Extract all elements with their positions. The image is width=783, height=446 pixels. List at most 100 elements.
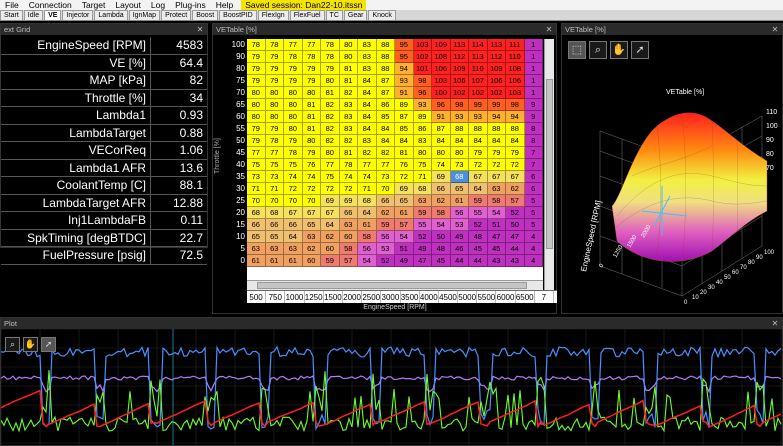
ve-table-cell[interactable]: 49 bbox=[450, 231, 469, 243]
ve-table-cell[interactable]: 57 bbox=[506, 195, 525, 207]
ve-table-cell[interactable]: 103 bbox=[506, 87, 525, 99]
ve-table-cell[interactable]: 7 bbox=[524, 147, 543, 159]
ve-table-cell[interactable]: 110 bbox=[506, 51, 525, 63]
ve-table-cell[interactable]: 54 bbox=[395, 231, 414, 243]
ve-table-cell[interactable]: 1 bbox=[524, 75, 543, 87]
ve-table-cell[interactable]: 75 bbox=[321, 171, 340, 183]
ve-table-cell[interactable]: 84 bbox=[376, 135, 395, 147]
ve-table-cell[interactable]: 70 bbox=[247, 195, 266, 207]
ve-table-cell[interactable]: 56 bbox=[450, 207, 469, 219]
ve-table-cell[interactable]: 83 bbox=[358, 135, 377, 147]
ve-table-cell[interactable]: 73 bbox=[265, 171, 284, 183]
ve-table-cell[interactable]: 62 bbox=[376, 207, 395, 219]
ve-table-cell[interactable]: 45 bbox=[432, 255, 451, 267]
ve-table-cell[interactable]: 68 bbox=[265, 207, 284, 219]
menu-item-log[interactable]: Log bbox=[150, 0, 166, 10]
ve-table-cell[interactable]: 8 bbox=[524, 123, 543, 135]
ve-table-cell[interactable]: 69 bbox=[321, 195, 340, 207]
ve-table-cell[interactable]: 94 bbox=[487, 111, 506, 123]
ve-table-cell[interactable]: 110 bbox=[469, 63, 488, 75]
ve-table-cell[interactable]: 79 bbox=[302, 147, 321, 159]
ve-table-cell[interactable]: 59 bbox=[413, 207, 432, 219]
ve-table-cell[interactable]: 68 bbox=[413, 183, 432, 195]
ve-table-cell[interactable]: 62 bbox=[321, 231, 340, 243]
ve-table-cell[interactable]: 44 bbox=[506, 243, 525, 255]
ve-table-cell[interactable]: 80 bbox=[247, 87, 266, 99]
ve-table-cell[interactable]: 52 bbox=[469, 219, 488, 231]
ve-table-cell[interactable]: 102 bbox=[450, 87, 469, 99]
ve-table-cell[interactable]: 79 bbox=[487, 147, 506, 159]
ve-table-cell[interactable]: 47 bbox=[487, 231, 506, 243]
ve-table-cell[interactable]: 74 bbox=[302, 171, 321, 183]
ve-table-cell[interactable]: 74 bbox=[339, 171, 358, 183]
ve-table-cell[interactable]: 49 bbox=[413, 243, 432, 255]
ve-table-cell[interactable]: 71 bbox=[358, 183, 377, 195]
ve-table-cell[interactable]: 83 bbox=[339, 99, 358, 111]
tab-boostpid[interactable]: BoostPID bbox=[219, 10, 257, 20]
ve-table-cell[interactable]: 93 bbox=[469, 111, 488, 123]
ve-table-cell[interactable]: 106 bbox=[487, 75, 506, 87]
ve-table-cell[interactable]: 45 bbox=[487, 243, 506, 255]
ve-table-cell[interactable]: 67 bbox=[469, 171, 488, 183]
ve-table-cell[interactable]: 75 bbox=[284, 159, 303, 171]
ve-table-cell[interactable]: 113 bbox=[450, 39, 469, 51]
ve-table-cell[interactable]: 111 bbox=[506, 39, 525, 51]
ve-table-cell[interactable]: 58 bbox=[339, 243, 358, 255]
ve-table-cell[interactable]: 78 bbox=[321, 39, 340, 51]
ve-table-cell[interactable]: 88 bbox=[376, 63, 395, 75]
ve-table-cell[interactable]: 80 bbox=[302, 135, 321, 147]
ve-table-cell[interactable]: 82 bbox=[321, 135, 340, 147]
ve-table-cell[interactable]: 68 bbox=[450, 171, 469, 183]
ve-table-cell[interactable]: 103 bbox=[432, 75, 451, 87]
ve-table-cell[interactable]: 74 bbox=[284, 171, 303, 183]
close-icon[interactable]: ✕ bbox=[196, 25, 204, 34]
pointer-icon[interactable]: ➚ bbox=[631, 41, 649, 59]
scrollbar-thumb[interactable] bbox=[257, 282, 527, 289]
tab-injector[interactable]: Injector bbox=[62, 10, 94, 20]
ve-table-cell[interactable]: 61 bbox=[450, 195, 469, 207]
ve-table-cell[interactable]: 51 bbox=[487, 219, 506, 231]
ve-table-cell[interactable]: 72 bbox=[321, 183, 340, 195]
ve-table-cell[interactable]: 64 bbox=[469, 183, 488, 195]
ve-table-cell[interactable]: 103 bbox=[413, 39, 432, 51]
ve-table-cell[interactable]: 88 bbox=[376, 39, 395, 51]
ve-table-cell[interactable]: 65 bbox=[265, 231, 284, 243]
ve-table-cell[interactable]: 87 bbox=[376, 87, 395, 99]
ve-table-cell[interactable]: 73 bbox=[450, 159, 469, 171]
tab-flexfuel[interactable]: FlexFuel bbox=[289, 10, 325, 20]
menu-item-plug-ins[interactable]: Plug-ins bbox=[175, 0, 206, 10]
ve-table-cell[interactable]: 94 bbox=[395, 63, 414, 75]
zoom-icon[interactable]: ⌕ bbox=[589, 41, 607, 59]
ve-table-cell[interactable]: 44 bbox=[469, 255, 488, 267]
ve-table-cell[interactable]: 82 bbox=[321, 111, 340, 123]
ve-table-cell[interactable]: 69 bbox=[432, 171, 451, 183]
ve-table-cell[interactable]: 79 bbox=[265, 51, 284, 63]
ve-table-cell[interactable]: 88 bbox=[376, 51, 395, 63]
ve-table-cell[interactable]: 83 bbox=[413, 135, 432, 147]
ve-table-cell[interactable]: 80 bbox=[432, 147, 451, 159]
ve-table-cell[interactable]: 113 bbox=[487, 39, 506, 51]
ve-table-cell[interactable]: 60 bbox=[321, 243, 340, 255]
ve-table-cell[interactable]: 79 bbox=[247, 135, 266, 147]
ve-table-cell[interactable]: 1 bbox=[524, 51, 543, 63]
ve-table-cell[interactable]: 64 bbox=[284, 231, 303, 243]
ve-table-cell[interactable]: 83 bbox=[358, 39, 377, 51]
tab-idle[interactable]: Idle bbox=[23, 10, 44, 20]
ve-table-cell[interactable]: 61 bbox=[395, 207, 414, 219]
ve-table-cell[interactable]: 79 bbox=[247, 63, 266, 75]
ve-table-cell[interactable]: 80 bbox=[265, 87, 284, 99]
plot-chart[interactable] bbox=[1, 329, 782, 445]
ve-table-cell[interactable]: 81 bbox=[339, 147, 358, 159]
ve-table-cell[interactable]: 79 bbox=[247, 75, 266, 87]
ve-table-cell[interactable]: 79 bbox=[265, 75, 284, 87]
ve-table-cell[interactable]: 62 bbox=[432, 195, 451, 207]
ve-table-cell[interactable]: 73 bbox=[247, 171, 266, 183]
close-icon[interactable]: ✕ bbox=[771, 319, 779, 328]
ve-table-cell[interactable]: 84 bbox=[376, 123, 395, 135]
ve-table-cell[interactable]: 109 bbox=[450, 63, 469, 75]
ve-table-cell[interactable]: 50 bbox=[506, 219, 525, 231]
ve-table-cell[interactable]: 58 bbox=[432, 207, 451, 219]
ve-table-cell[interactable]: 67 bbox=[321, 207, 340, 219]
ve-table-cell[interactable]: 71 bbox=[413, 171, 432, 183]
